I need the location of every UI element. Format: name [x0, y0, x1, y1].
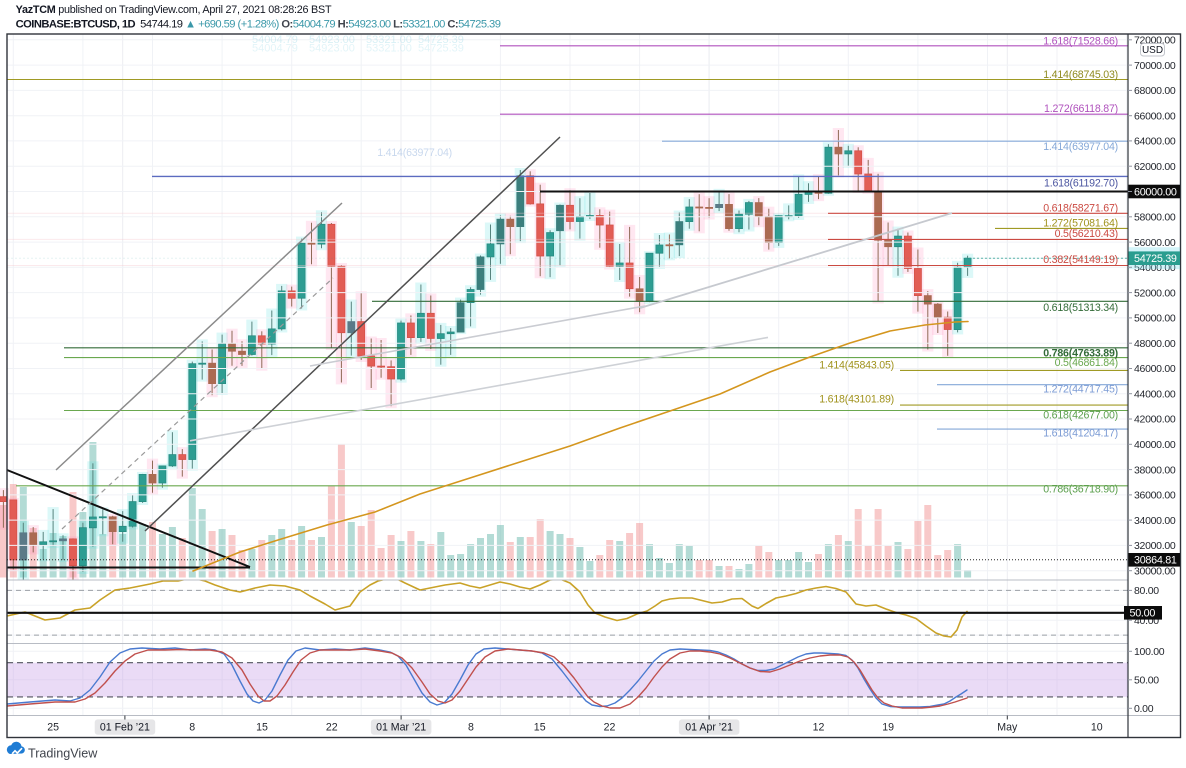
svg-text:50000.00: 50000.00	[1134, 313, 1176, 325]
svg-text:40000.00: 40000.00	[1134, 439, 1176, 451]
svg-text:1.414(45843.05): 1.414(45843.05)	[819, 360, 894, 372]
svg-text:38000.00: 38000.00	[1134, 464, 1176, 476]
svg-text:01 Mar ’21: 01 Mar ’21	[376, 722, 426, 734]
svg-text:68000.00: 68000.00	[1134, 85, 1176, 97]
svg-text:0.618(58271.67): 0.618(58271.67)	[1043, 203, 1118, 215]
svg-text:22: 22	[326, 722, 338, 734]
svg-text:8: 8	[189, 722, 195, 734]
svg-text:32000.00: 32000.00	[1134, 540, 1176, 552]
svg-text:54923.00: 54923.00	[309, 34, 355, 46]
svg-text:60000.00: 60000.00	[1134, 186, 1177, 198]
svg-text:USD: USD	[1142, 45, 1163, 56]
svg-text:44000.00: 44000.00	[1134, 388, 1176, 400]
svg-text:42000.00: 42000.00	[1134, 414, 1176, 426]
svg-text:66000.00: 66000.00	[1134, 110, 1176, 122]
svg-text:1.618(43101.89): 1.618(43101.89)	[819, 394, 894, 406]
svg-text:1.272(57081.64): 1.272(57081.64)	[1043, 218, 1118, 230]
svg-text:30000.00: 30000.00	[1134, 565, 1176, 577]
svg-text:15: 15	[256, 722, 268, 734]
svg-text:46000.00: 46000.00	[1134, 363, 1176, 375]
svg-text:54725.39: 54725.39	[1134, 253, 1177, 265]
svg-text:0.618(42677.00): 0.618(42677.00)	[1043, 410, 1118, 422]
svg-text:54004.79: 54004.79	[252, 43, 298, 55]
svg-text:0.786(47633.89): 0.786(47633.89)	[1043, 347, 1118, 359]
svg-text:1.272(44717.45): 1.272(44717.45)	[1043, 383, 1118, 395]
svg-text:May: May	[997, 722, 1018, 734]
svg-text:52000.00: 52000.00	[1134, 287, 1176, 299]
svg-text:1.414(68745.03): 1.414(68745.03)	[1043, 69, 1118, 81]
svg-text:TradingView: TradingView	[28, 747, 98, 761]
svg-text:22: 22	[604, 722, 616, 734]
svg-text:10: 10	[1091, 722, 1103, 734]
svg-text:1.618(71528.66): 1.618(71528.66)	[1043, 36, 1118, 48]
svg-text:50.00: 50.00	[1130, 608, 1156, 620]
svg-text:0.5(56210.43): 0.5(56210.43)	[1055, 228, 1118, 240]
svg-text:COINBASE:BTCUSD, 1D 54744.19: COINBASE:BTCUSD, 1D 54744.19 ▲ +690.59 (…	[16, 19, 501, 31]
svg-text:53321.00: 53321.00	[366, 34, 412, 46]
svg-text:50.00: 50.00	[1134, 675, 1159, 687]
svg-text:80.00: 80.00	[1134, 585, 1159, 597]
svg-text:34000.00: 34000.00	[1134, 515, 1176, 527]
svg-text:54923.00: 54923.00	[309, 43, 355, 55]
svg-text:70000.00: 70000.00	[1134, 60, 1176, 72]
svg-text:54725.39: 54725.39	[418, 43, 464, 55]
svg-text:1.618(61192.70): 1.618(61192.70)	[1044, 177, 1118, 189]
svg-text:56000.00: 56000.00	[1134, 237, 1176, 249]
svg-text:54004.79: 54004.79	[252, 34, 298, 46]
svg-text:12: 12	[813, 722, 825, 734]
svg-text:36000.00: 36000.00	[1134, 490, 1176, 502]
svg-text:01 Apr ’21: 01 Apr ’21	[685, 722, 733, 734]
svg-text:25: 25	[47, 722, 59, 734]
svg-text:58000.00: 58000.00	[1134, 212, 1176, 224]
svg-text:62000.00: 62000.00	[1134, 161, 1176, 173]
svg-text:0.382(54149.19): 0.382(54149.19)	[1043, 254, 1118, 266]
svg-text:1.414(63977.04): 1.414(63977.04)	[1043, 141, 1118, 153]
svg-text:54725.39: 54725.39	[418, 34, 464, 46]
svg-text:01 Feb ’21: 01 Feb ’21	[100, 722, 150, 734]
svg-text:0.618(51313.34): 0.618(51313.34)	[1043, 302, 1118, 314]
svg-text:64000.00: 64000.00	[1134, 136, 1176, 148]
svg-text:0.00: 0.00	[1134, 703, 1154, 715]
svg-text:8: 8	[468, 722, 474, 734]
svg-text:1.618(41204.17): 1.618(41204.17)	[1043, 428, 1118, 440]
svg-text:1.414(63977.04): 1.414(63977.04)	[377, 147, 452, 159]
svg-text:15: 15	[534, 722, 546, 734]
svg-text:0.5(46861.84): 0.5(46861.84)	[1055, 357, 1118, 369]
svg-text:48000.00: 48000.00	[1134, 338, 1176, 350]
svg-text:53321.00: 53321.00	[366, 43, 412, 55]
svg-text:1.272(66118.87): 1.272(66118.87)	[1044, 103, 1118, 115]
svg-text:0.786(36718.90): 0.786(36718.90)	[1043, 484, 1118, 496]
svg-text:30864.81: 30864.81	[1134, 555, 1177, 567]
svg-text:100.00: 100.00	[1134, 646, 1165, 658]
svg-text:YazTCM published on TradingVie: YazTCM published on TradingView.com, Apr…	[16, 4, 332, 16]
svg-text:19: 19	[882, 722, 894, 734]
